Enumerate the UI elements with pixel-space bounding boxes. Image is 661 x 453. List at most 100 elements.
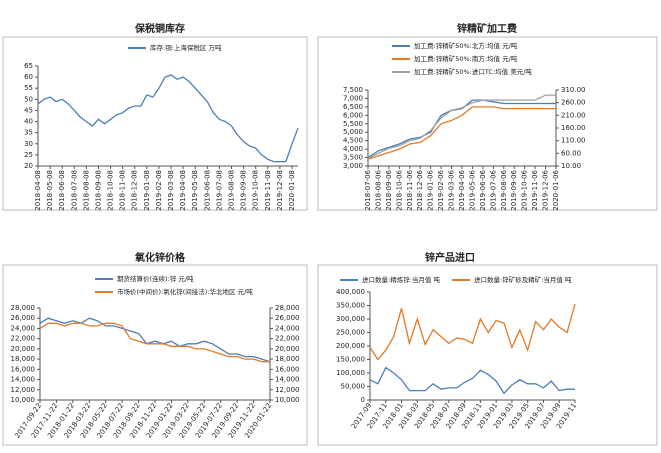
y2-tick-label: 10,000 (275, 396, 300, 404)
y-tick-label: 50 (24, 95, 33, 103)
x-tick-label: 2018-12-08 (131, 170, 139, 211)
y-tick-label: 150,000 (336, 356, 365, 364)
y2-tick-label: 210.00 (561, 111, 586, 119)
y-tick-label: 6,500 (343, 103, 363, 111)
chart-title: 保税铜库存 (134, 22, 185, 35)
y-tick-label: 26,000 (11, 314, 36, 322)
x-tick-label: 2019-01-08 (143, 170, 151, 211)
legend-label: 加工费:锌精矿50%:进口TC:均值 美元/吨 (414, 67, 532, 76)
y-tick-label: 6,000 (343, 111, 363, 119)
x-tick-label: 2018-12-06 (416, 169, 424, 210)
x-tick-label: 2018-07-08 (70, 170, 78, 211)
chart-title: 锌精矿加工费 (457, 22, 517, 35)
x-tick-label: 2018-04-08 (34, 170, 42, 211)
y-tick-label: 16,000 (11, 365, 36, 373)
legend-label: 加工费:锌精矿50%:南方:均值 元/吨 (414, 54, 518, 63)
x-tick-label: 2019-03-08 (167, 170, 175, 211)
y2-tick-label: 16,000 (275, 365, 300, 373)
x-tick-label: 2018-05-08 (46, 170, 54, 211)
x-tick-label: 2019-08-08 (227, 170, 235, 211)
x-tick-label: 2018-09-06 (385, 169, 393, 210)
y-tick-label: 350,000 (336, 302, 365, 310)
x-tick-label: 2019-11-06 (531, 169, 539, 210)
y-tick-label: 10,000 (11, 396, 36, 404)
x-tick-label: 2019-07-06 (489, 169, 497, 210)
y2-tick-label: 26,000 (275, 314, 300, 322)
legend-label: 进口数量:精炼锌:当月值 吨 (362, 275, 440, 284)
y-tick-label: 60 (24, 73, 33, 81)
x-tick-label: 2018-11-08 (119, 170, 127, 211)
series-line (369, 366, 575, 395)
panel-border (317, 36, 658, 211)
x-tick-label: 2019-02-08 (155, 170, 163, 211)
x-tick-label: 2020-01-06 (552, 169, 560, 210)
y-tick-label: 25 (24, 151, 33, 159)
y-tick-label: 250,000 (336, 329, 365, 337)
y2-tick-label: 10.00 (561, 162, 581, 170)
y-tick-label: 5,000 (343, 128, 363, 136)
series-line (37, 74, 299, 163)
y2-tick-label: 260.00 (561, 99, 586, 107)
legend-label: 库存:铜:上海保税区 万吨 (150, 43, 222, 52)
y2-tick-label: 160.00 (561, 124, 586, 132)
x-tick-label: 2018-11-06 (406, 169, 414, 210)
x-tick-label: 2019-06-08 (203, 170, 211, 211)
panel-border (2, 264, 308, 446)
series-line (39, 322, 270, 363)
y-tick-label: 20,000 (11, 345, 36, 353)
x-tick-label: 2019-05-08 (191, 170, 199, 211)
legend-label: 期货结算价(连续):锌 元/吨 (117, 274, 194, 283)
y-tick-label: 100,000 (336, 369, 365, 377)
y2-tick-label: 28,000 (275, 304, 300, 312)
x-tick-label: 2020-01-08 (288, 170, 296, 211)
x-tick-label: 2019-10-08 (252, 170, 260, 211)
x-tick-label: 2018-10-08 (107, 170, 115, 211)
y-tick-label: 4,500 (343, 137, 363, 145)
x-tick-label: 2018-09-08 (94, 170, 102, 211)
y-tick-label: 45 (24, 106, 33, 114)
series-line (367, 94, 556, 159)
series-line (367, 99, 556, 159)
y-tick-label: 400,000 (336, 288, 365, 296)
legend-label: 进口数量:锌矿砂及精矿:当月值 吨 (474, 275, 572, 284)
y-tick-label: 3,500 (343, 154, 363, 162)
x-tick-label: 2019-03-06 (448, 169, 456, 210)
y2-tick-label: 60.00 (561, 149, 581, 157)
x-tick-label: 2019-11-08 (264, 170, 272, 211)
x-tick-label: 2018-08-08 (82, 170, 90, 211)
x-tick-label: 2018-07-06 (364, 169, 372, 210)
y-tick-label: 7,500 (343, 86, 363, 94)
y-tick-label: 0 (361, 396, 365, 404)
y2-tick-label: 20,000 (275, 345, 300, 353)
legend-label: 加工费:锌精矿50%:北方:均值 元/吨 (414, 41, 518, 50)
y-tick-label: 4,000 (343, 145, 363, 153)
y-tick-label: 300,000 (336, 315, 365, 323)
x-tick-label: 2019-06-06 (479, 169, 487, 210)
y2-tick-label: 12,000 (275, 386, 300, 394)
y2-tick-label: 18,000 (275, 355, 300, 363)
x-tick-label: 2019-04-06 (458, 169, 466, 210)
chart-title: 氧化锌价格 (134, 251, 186, 264)
legend-label: 市场价(中间价):氧化锌(间接法):华北地区 元/吨 (117, 287, 253, 296)
x-tick-label: 2019-04-08 (179, 170, 187, 211)
x-tick-label: 2019-02-06 (437, 169, 445, 210)
x-tick-label: 2019-09-08 (240, 170, 248, 211)
y-tick-label: 50,000 (341, 383, 366, 391)
x-tick-label: 2018-06-08 (58, 170, 66, 211)
x-tick-label: 2019-05-06 (468, 169, 476, 210)
y-tick-label: 40 (24, 118, 33, 126)
series-line (369, 303, 576, 361)
x-tick-label: 2019-12-08 (276, 170, 284, 211)
y-tick-label: 12,000 (11, 386, 36, 394)
y-tick-label: 30 (24, 140, 33, 148)
y-tick-label: 35 (24, 129, 33, 137)
x-tick-label: 2019-12-06 (542, 169, 550, 210)
y-tick-label: 22,000 (11, 335, 36, 343)
x-tick-label: 2019-10-06 (521, 169, 529, 210)
y-tick-label: 3,000 (343, 162, 363, 170)
x-tick-label: 2019-08-06 (500, 169, 508, 210)
y2-tick-label: 14,000 (275, 376, 300, 384)
y-tick-label: 65 (24, 62, 33, 70)
y2-tick-label: 310.00 (561, 86, 586, 94)
